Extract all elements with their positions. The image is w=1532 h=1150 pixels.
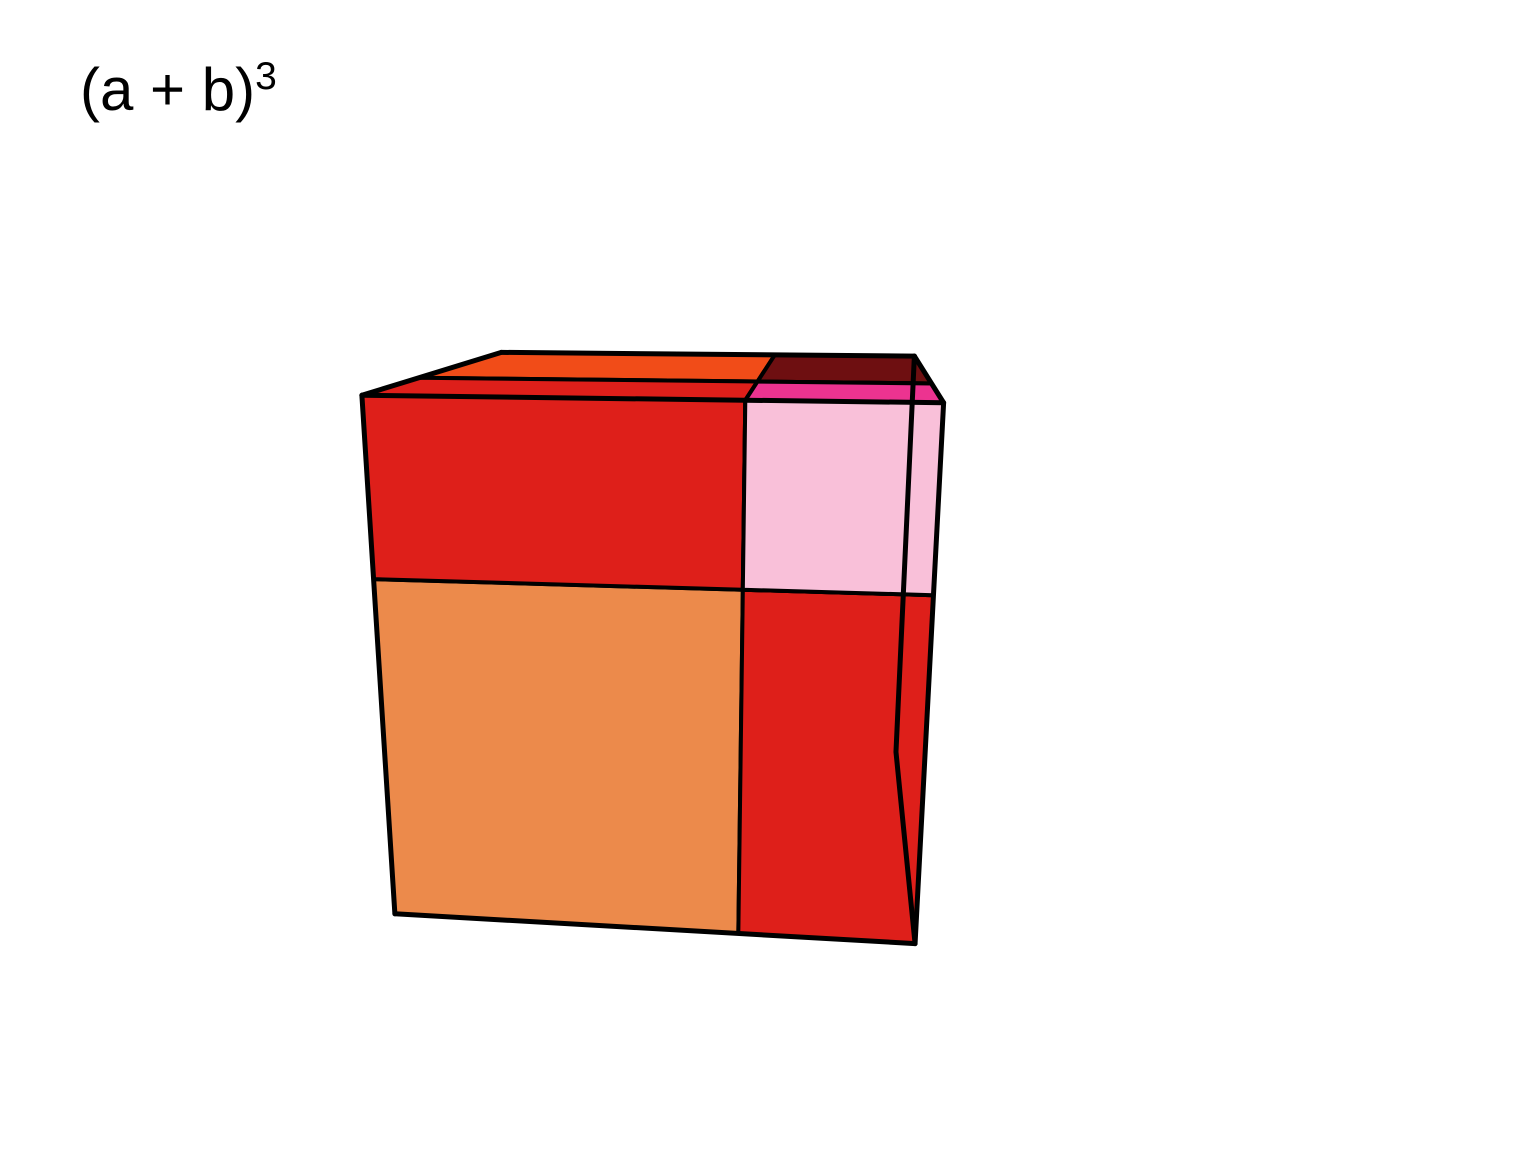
formula-label: (a + b)3 [80, 55, 277, 124]
formula-base: (a + b) [80, 56, 255, 123]
cube-diagram [280, 110, 1240, 1105]
formula-exponent: 3 [255, 55, 277, 98]
cube-svg [280, 110, 1240, 1100]
